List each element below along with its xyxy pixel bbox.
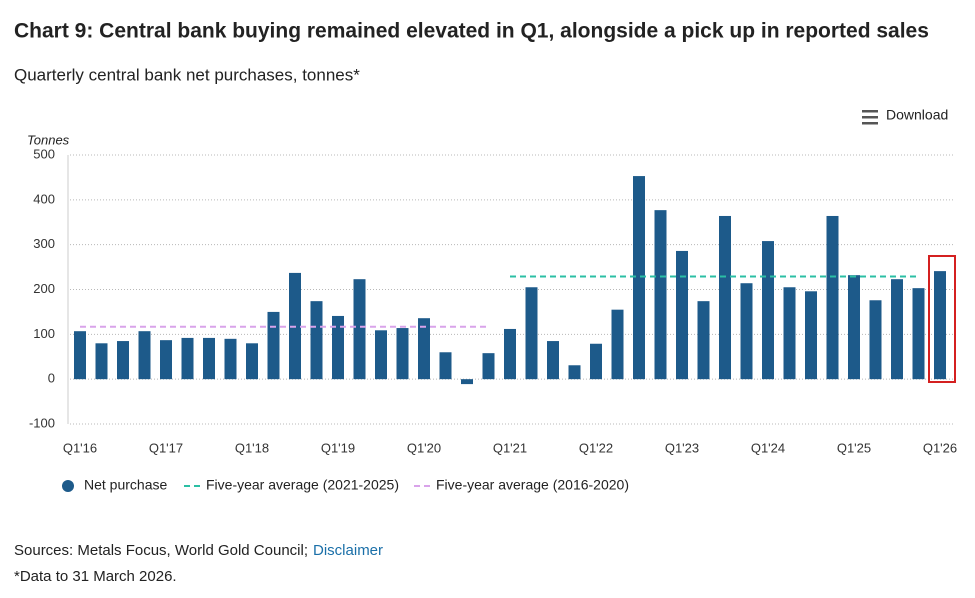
- x-tick-label: Q1'24: [751, 440, 785, 455]
- x-tick-label: Q1'18: [235, 440, 269, 455]
- x-tick-label: Q1'22: [579, 440, 613, 455]
- bar: [826, 215, 839, 380]
- bar: [525, 287, 538, 380]
- x-tick-label: Q1'17: [149, 440, 183, 455]
- bar: [869, 300, 882, 380]
- bar: [568, 365, 581, 380]
- bar: [332, 315, 344, 380]
- chart-subtitle: Quarterly central bank net purchases, to…: [14, 65, 360, 84]
- sources-text: Sources: Metals Focus, World Gold Counci…: [14, 542, 308, 559]
- bar: [697, 301, 710, 380]
- bar: [181, 337, 194, 380]
- bar: [418, 318, 430, 380]
- bar: [353, 279, 366, 380]
- bar: [504, 328, 516, 380]
- highlight-box: [928, 255, 956, 383]
- chart-title: Chart 9: Central bank buying remained el…: [14, 20, 929, 43]
- bar: [375, 330, 387, 380]
- y-tick-label: 500: [33, 146, 55, 161]
- bar: [719, 215, 731, 380]
- y-tick-label: -100: [29, 415, 55, 430]
- bar: [439, 352, 452, 380]
- y-tick-label: 200: [33, 281, 55, 296]
- bar: [547, 341, 559, 380]
- bar: [891, 279, 903, 380]
- bar: [138, 331, 151, 380]
- bar: [160, 340, 172, 380]
- x-tick-label: Q1'19: [321, 440, 355, 455]
- legend-label: Five-year average (2021-2025): [206, 477, 399, 493]
- bar: [590, 343, 602, 380]
- bar: [912, 288, 925, 380]
- bar: [95, 343, 108, 380]
- bar: [482, 353, 495, 380]
- bar: [461, 379, 473, 385]
- download-label[interactable]: Download: [886, 107, 948, 123]
- legend-label: Net purchase: [84, 477, 167, 493]
- bar: [934, 271, 946, 380]
- y-tick-label: 300: [33, 236, 55, 251]
- x-tick-label: Q1'25: [837, 440, 871, 455]
- menu-icon: [862, 116, 878, 119]
- bar: [224, 338, 237, 380]
- bar: [396, 328, 409, 380]
- bar: [654, 210, 667, 380]
- menu-icon: [862, 110, 878, 113]
- legend-label: Five-year average (2016-2020): [436, 477, 629, 493]
- bar: [267, 311, 280, 380]
- y-tick-label: 400: [33, 191, 55, 206]
- bar: [740, 283, 753, 380]
- x-tick-label: Q1'21: [493, 440, 527, 455]
- disclaimer-link[interactable]: Disclaimer: [313, 542, 383, 559]
- bar: [633, 176, 645, 380]
- plot: -100 0 100 200 300 400 500 Q1'16 Q1'17 Q1'18 Q1'19…: [29, 146, 957, 492]
- bar: [117, 341, 129, 380]
- y-tick-label: 100: [33, 326, 55, 341]
- bar: [783, 287, 796, 380]
- y-axis-label: Tonnes: [27, 132, 70, 147]
- bar: [805, 291, 817, 380]
- download-button[interactable]: Download: [862, 107, 948, 125]
- bar: [203, 337, 215, 380]
- legend-marker: [62, 480, 74, 492]
- bar: [848, 275, 860, 380]
- menu-icon: [862, 122, 878, 125]
- x-tick-label: Q1'26: [923, 440, 957, 455]
- bar: [74, 331, 86, 380]
- bar: [246, 343, 258, 380]
- bar: [310, 301, 323, 380]
- bar: [611, 309, 624, 380]
- note: *Data to 31 March 2026.: [14, 568, 177, 585]
- bar: [762, 241, 774, 380]
- x-tick-label: Q1'16: [63, 440, 97, 455]
- bar: [676, 250, 688, 380]
- y-tick-label: 0: [48, 371, 55, 386]
- x-tick-label: Q1'20: [407, 440, 441, 455]
- x-tick-label: Q1'23: [665, 440, 699, 455]
- sources: Sources: Metals Focus, World Gold Counci…: [14, 542, 383, 559]
